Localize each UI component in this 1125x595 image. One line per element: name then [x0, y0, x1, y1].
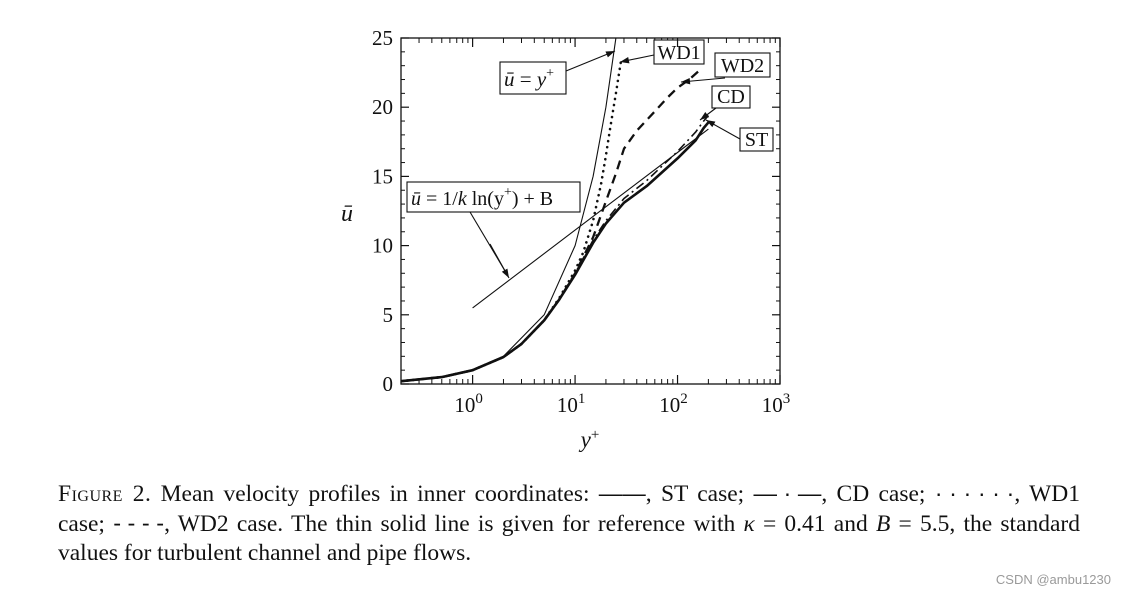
series-line-4 [401, 38, 617, 382]
annotation-box-linear [499, 61, 567, 95]
y-tick-label: 15 [372, 164, 393, 188]
legend-symbol-st: —— [598, 480, 646, 506]
annotation-box-CD [711, 85, 751, 109]
b-symbol: B [875, 511, 891, 537]
legend-symbol-wd2: - - - - [113, 510, 165, 536]
series-layer [401, 38, 710, 383]
plot-frame [400, 37, 781, 385]
arrow-head [700, 112, 710, 120]
caption-text-3: , CD case; [821, 481, 935, 507]
annotation-box-ST [739, 127, 774, 152]
arrow-head [605, 51, 615, 58]
caption-text-6: = 0.41 and [754, 511, 876, 537]
arrow-head [706, 120, 716, 128]
x-tick-label: 103 [762, 391, 791, 417]
caption-text-7: = 5.5, the standard values for turbulent… [58, 511, 1081, 566]
annotation-label-CD: CD [717, 86, 745, 108]
series-line-1 [401, 114, 710, 382]
caption-text-4: , WD1 case; [58, 481, 1080, 537]
x-tick-label: 101 [557, 391, 586, 417]
annotation-label-log: ū = 1/k ln(y+) + B [411, 185, 553, 210]
minor-ticks [400, 38, 776, 384]
series-line-3 [401, 70, 700, 383]
annotation-box-log [406, 181, 581, 213]
x-tick-label: 100 [454, 391, 483, 417]
annotation-label-WD1: WD1 [657, 42, 700, 64]
annotation-label-WD2: WD2 [721, 55, 764, 77]
y-tick-label: 5 [383, 303, 394, 327]
y-axis-label-text: ū [341, 201, 353, 227]
arrow-head [681, 77, 691, 85]
annotation-box-WD1 [653, 39, 705, 65]
caption-text-2: , ST case; [645, 481, 754, 507]
legend-symbol-wd1: · · · · · · [934, 480, 1015, 506]
legend-symbol-cd: — · — [753, 480, 822, 506]
kappa-symbol: κ [743, 511, 755, 537]
caption-text-5: , WD2 case. The thin solid line is given… [164, 511, 744, 537]
series-line-0 [401, 121, 710, 383]
y-axis-ticks: 0 5 10 15 20 25 [372, 26, 780, 396]
arrow-head [501, 268, 509, 278]
caption-text-1: Mean velocity profiles in inner coordina… [151, 481, 599, 507]
x-axis-ticks: 100 101 102 103 [454, 38, 790, 417]
x-tick-label: 102 [659, 391, 688, 417]
watermark: CSDN @ambu1230 [995, 572, 1111, 587]
caption-label: Figure 2. [58, 481, 152, 507]
annotation-label-ST: ST [745, 129, 768, 151]
y-tick-label: 20 [372, 95, 393, 119]
y-tick-label: 25 [372, 26, 393, 50]
series-line-5 [472, 128, 709, 309]
series-line-2 [401, 60, 623, 383]
y-axis-label: ū [341, 201, 353, 227]
y-tick-label: 10 [372, 234, 393, 258]
annotation-box-WD2 [714, 52, 771, 78]
y-tick-label: 0 [383, 372, 394, 396]
figure-caption: Figure 2. Mean velocity profiles in inne… [58, 479, 1080, 568]
x-axis-label: y+ [579, 427, 600, 452]
arrow-head [620, 57, 630, 64]
annotation-label-linear: ū = y+ [504, 66, 554, 91]
